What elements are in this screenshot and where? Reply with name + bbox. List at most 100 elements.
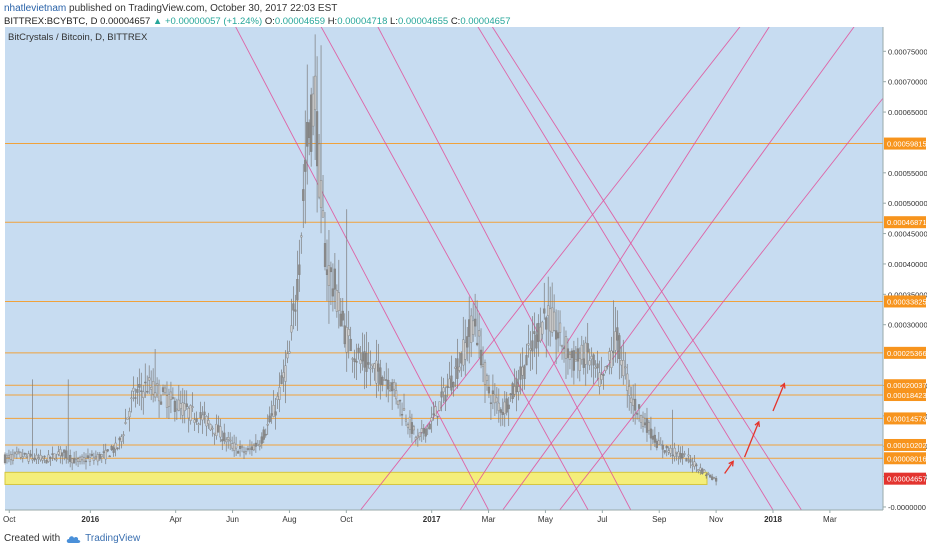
candle-body xyxy=(598,372,601,387)
candle-body xyxy=(35,454,38,460)
candle-body xyxy=(620,359,623,366)
candle-body xyxy=(229,439,232,442)
candle-body xyxy=(337,292,340,311)
candle-body xyxy=(175,408,178,411)
candle-body xyxy=(69,455,72,462)
candle-body xyxy=(709,474,712,478)
candle-body xyxy=(17,451,20,453)
candle-body xyxy=(187,408,190,419)
candle-body xyxy=(227,437,230,440)
candle-body xyxy=(262,429,265,440)
candle-body xyxy=(146,390,149,393)
candle-body xyxy=(159,401,163,405)
projection-arrow xyxy=(743,421,760,458)
candle-body xyxy=(535,334,538,349)
candle-body xyxy=(537,322,540,342)
candle-body xyxy=(483,362,487,385)
symbol-label: BITTREX:BCYBTC, D xyxy=(4,16,98,27)
candle-body xyxy=(669,447,672,454)
candle-body xyxy=(477,330,481,337)
candle-body xyxy=(75,458,78,460)
candle-body xyxy=(560,345,564,347)
candle-body xyxy=(632,399,635,406)
ohlc-line: BITTREX:BCYBTC, D 0.00004657 ▲ +0.000000… xyxy=(4,16,511,27)
candle-body xyxy=(152,381,155,395)
candle-body xyxy=(317,143,321,198)
candle-body xyxy=(458,366,461,371)
candle-body xyxy=(663,450,666,453)
candle-body xyxy=(343,325,346,345)
candle-body xyxy=(258,445,261,447)
candle-body xyxy=(302,189,305,201)
candle-body xyxy=(438,401,441,411)
candle-body xyxy=(154,392,157,398)
candle-body xyxy=(426,426,429,429)
chart-svg[interactable]: 0.00075000 0.00070000 0.00065000 0.00055000… xyxy=(3,27,928,527)
candle-body xyxy=(495,397,498,403)
candle-body xyxy=(19,452,22,458)
publish-line: nhatlevietnam published on TradingView.c… xyxy=(4,3,337,14)
candle-body xyxy=(665,445,668,449)
candle-body xyxy=(94,456,97,458)
candle-body xyxy=(321,210,325,218)
candle-body xyxy=(432,413,435,416)
candle-body xyxy=(464,342,467,360)
candle-body xyxy=(693,461,696,467)
price-tick-label: 0.00075000 xyxy=(888,47,927,56)
price-level-label: 0.00059815 xyxy=(887,140,927,149)
candle-body xyxy=(689,459,692,463)
candle-body xyxy=(369,367,372,370)
candle-body xyxy=(558,322,562,333)
candle-body xyxy=(713,477,716,479)
candle-body xyxy=(55,458,58,461)
candle-body xyxy=(584,342,587,365)
candle-body xyxy=(25,456,28,458)
candle-body xyxy=(211,427,214,430)
candle-body xyxy=(379,367,382,385)
candle-body xyxy=(9,454,13,460)
projection-arrowhead xyxy=(728,460,734,467)
time-tick-label: May xyxy=(538,515,553,524)
candle-body xyxy=(215,423,218,436)
candle-body xyxy=(203,411,206,416)
author-link[interactable]: nhatlevietnam xyxy=(4,3,67,14)
candle-body xyxy=(199,412,202,419)
candle-body xyxy=(207,420,210,424)
candle-body xyxy=(566,348,570,358)
candle-body xyxy=(588,360,591,366)
projection-arrow xyxy=(724,461,734,474)
candle-body xyxy=(582,358,585,368)
candle-body xyxy=(525,355,528,366)
chart-area[interactable]: 0.00075000 0.00070000 0.00065000 0.00055000… xyxy=(3,27,928,527)
tradingview-brand[interactable]: TradingView xyxy=(66,533,140,544)
candle-body xyxy=(645,418,649,433)
price-tick-label: 0.00055000 xyxy=(888,169,927,178)
candle-body xyxy=(351,358,354,360)
candle-body xyxy=(359,359,362,364)
candle-body xyxy=(138,384,141,388)
candle-body xyxy=(446,385,449,389)
candle-body xyxy=(468,319,471,337)
candle-body xyxy=(59,449,62,456)
candle-body xyxy=(576,348,579,362)
candle-body xyxy=(276,396,279,400)
diagonal-trend-line xyxy=(559,97,883,510)
candle-body xyxy=(286,353,289,359)
candle-body xyxy=(339,313,342,327)
candle-body xyxy=(120,436,123,442)
candle-body xyxy=(256,443,259,446)
candle-body xyxy=(80,456,84,460)
candle-body xyxy=(687,454,690,457)
time-tick-label: Mar xyxy=(823,515,837,524)
candle-body xyxy=(572,350,575,371)
open-label: O: xyxy=(264,16,275,27)
candle-body xyxy=(312,93,315,127)
candle-body xyxy=(43,455,46,458)
candle-body xyxy=(551,307,554,333)
candle-body xyxy=(610,350,613,368)
candle-body xyxy=(167,394,171,407)
time-tick-label: Aug xyxy=(282,515,296,524)
time-tick-label: Jun xyxy=(226,515,239,524)
candle-body xyxy=(639,415,643,423)
candle-body xyxy=(485,375,489,381)
